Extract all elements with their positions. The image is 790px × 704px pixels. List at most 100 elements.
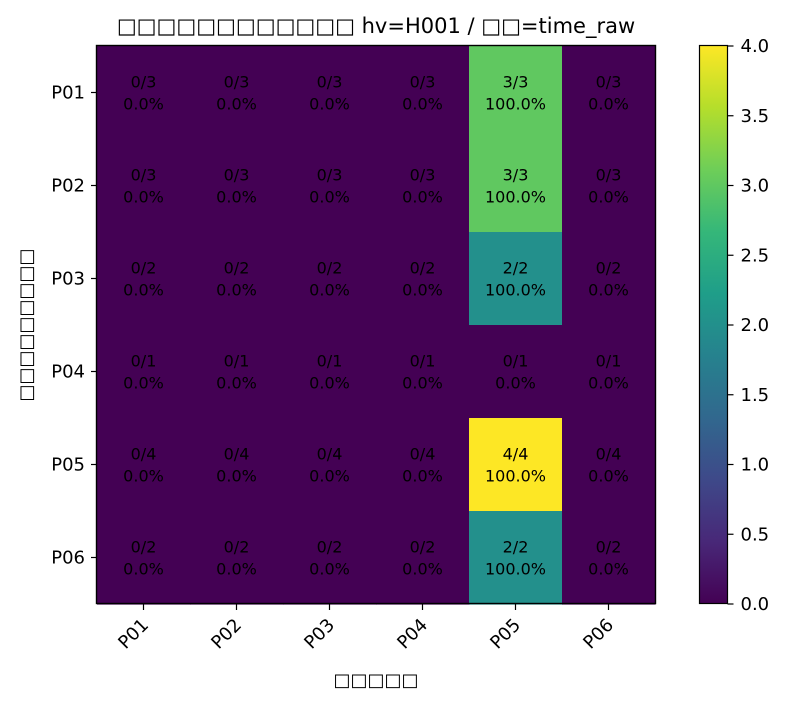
- cell-count-label: 0/1: [131, 352, 157, 371]
- cell-percent-label: 0.0%: [309, 188, 350, 207]
- cell-percent-label: 0.0%: [402, 281, 443, 300]
- heatmap-cell: [376, 511, 470, 605]
- heatmap-cell: [469, 46, 563, 140]
- heatmap-cell: [190, 325, 284, 419]
- colorbar-tick-label: 2.5: [741, 245, 770, 266]
- heatmap-cell: [562, 232, 656, 326]
- cell-count-label: 0/2: [131, 538, 157, 557]
- cell-count-label: 0/3: [317, 73, 343, 92]
- heatmap-cell: [562, 139, 656, 233]
- cell-count-label: 0/1: [224, 352, 250, 371]
- cell-count-label: 3/3: [503, 166, 529, 185]
- cell-percent-label: 0.0%: [309, 95, 350, 114]
- cell-percent-label: 0.0%: [123, 95, 164, 114]
- cell-count-label: 4/4: [503, 445, 529, 464]
- cell-count-label: 3/3: [503, 73, 529, 92]
- cell-count-label: 0/3: [131, 73, 157, 92]
- heatmap-cell: [97, 325, 191, 419]
- x-axis-label: □□□□□: [333, 670, 418, 691]
- cell-count-label: 0/2: [224, 538, 250, 557]
- cell-percent-label: 0.0%: [216, 374, 257, 393]
- heatmap-cell: [97, 232, 191, 326]
- cell-percent-label: 100.0%: [485, 560, 546, 579]
- cell-percent-label: 100.0%: [485, 188, 546, 207]
- heatmap-cell: [469, 511, 563, 605]
- cell-percent-label: 0.0%: [216, 281, 257, 300]
- cell-count-label: 0/3: [224, 73, 250, 92]
- cell-count-label: 0/1: [317, 352, 343, 371]
- cell-count-label: 0/2: [317, 259, 343, 278]
- colorbar-tick-label: 3.0: [741, 176, 770, 197]
- cell-count-label: 0/2: [410, 538, 436, 557]
- cell-percent-label: 0.0%: [216, 467, 257, 486]
- heatmap-cell: [97, 139, 191, 233]
- cell-percent-label: 0.0%: [402, 467, 443, 486]
- heatmap-cell: [376, 232, 470, 326]
- cell-percent-label: 0.0%: [123, 374, 164, 393]
- cell-percent-label: 0.0%: [402, 374, 443, 393]
- cell-percent-label: 100.0%: [485, 95, 546, 114]
- cell-count-label: 0/1: [410, 352, 436, 371]
- y-axis-ticks: P01 P02 P03 P04 P05 P06: [51, 83, 97, 569]
- cell-count-label: 0/4: [317, 445, 343, 464]
- cell-percent-label: 100.0%: [485, 281, 546, 300]
- cell-count-label: 0/2: [317, 538, 343, 557]
- cell-count-label: 0/3: [596, 166, 622, 185]
- cell-percent-label: 0.0%: [309, 281, 350, 300]
- cell-count-label: 0/2: [596, 538, 622, 557]
- y-tick-label: P03: [51, 269, 85, 290]
- y-tick-label: P01: [51, 83, 85, 104]
- heatmap-cell: [283, 232, 377, 326]
- y-tick-label: P02: [51, 176, 85, 197]
- cell-count-label: 0/4: [410, 445, 436, 464]
- chart-title: □□□□□□□□□□□□ hv=H001 / □□=time_raw: [117, 14, 635, 39]
- cell-count-label: 0/3: [224, 166, 250, 185]
- colorbar-tick-label: 2.0: [741, 315, 770, 336]
- cell-count-label: 0/3: [410, 166, 436, 185]
- colorbar-tick-label: 4.0: [741, 36, 770, 57]
- heatmap-cell: [283, 511, 377, 605]
- x-tick-label: P02: [207, 615, 246, 654]
- cell-count-label: 0/4: [224, 445, 250, 464]
- cell-percent-label: 0.0%: [309, 560, 350, 579]
- cell-count-label: 0/3: [410, 73, 436, 92]
- heatmap-cell: [376, 325, 470, 419]
- cell-count-label: 2/2: [503, 538, 529, 557]
- x-tick-label: P04: [393, 615, 432, 654]
- heatmap-cell: [190, 418, 284, 512]
- heatmap-cells: [97, 46, 656, 605]
- heatmap-cell: [283, 139, 377, 233]
- cell-percent-label: 0.0%: [588, 560, 629, 579]
- cell-count-label: 0/4: [131, 445, 157, 464]
- heatmap-cell: [469, 418, 563, 512]
- cell-percent-label: 0.0%: [588, 281, 629, 300]
- cell-percent-label: 0.0%: [216, 95, 257, 114]
- cell-percent-label: 0.0%: [123, 281, 164, 300]
- y-tick-label: P04: [51, 362, 85, 383]
- cell-percent-label: 0.0%: [402, 560, 443, 579]
- colorbar-tick-label: 0.0: [741, 594, 770, 615]
- heatmap-cell: [97, 46, 191, 140]
- cell-percent-label: 0.0%: [216, 188, 257, 207]
- heatmap-cell: [376, 418, 470, 512]
- cell-percent-label: 0.0%: [588, 467, 629, 486]
- x-tick-label: P06: [579, 615, 618, 654]
- colorbar-tick-label: 3.5: [741, 106, 770, 127]
- cell-percent-label: 0.0%: [123, 188, 164, 207]
- cell-percent-label: 0.0%: [309, 374, 350, 393]
- colorbar-tick-label: 0.5: [741, 524, 770, 545]
- cell-count-label: 2/2: [503, 259, 529, 278]
- cell-percent-label: 0.0%: [402, 188, 443, 207]
- x-tick-label: P05: [486, 615, 525, 654]
- cell-percent-label: 0.0%: [495, 374, 536, 393]
- heatmap-cell: [562, 46, 656, 140]
- x-tick-label: P03: [300, 615, 339, 654]
- colorbar-ticks: 0.0 0.5 1.0 1.5 2.0 2.5 3.0 3.5 4.0: [727, 36, 770, 615]
- heatmap-cell: [469, 139, 563, 233]
- cell-percent-label: 0.0%: [402, 95, 443, 114]
- heatmap-cell: [97, 511, 191, 605]
- cell-count-label: 0/2: [410, 259, 436, 278]
- heatmap-cell: [562, 325, 656, 419]
- cell-count-label: 0/3: [596, 73, 622, 92]
